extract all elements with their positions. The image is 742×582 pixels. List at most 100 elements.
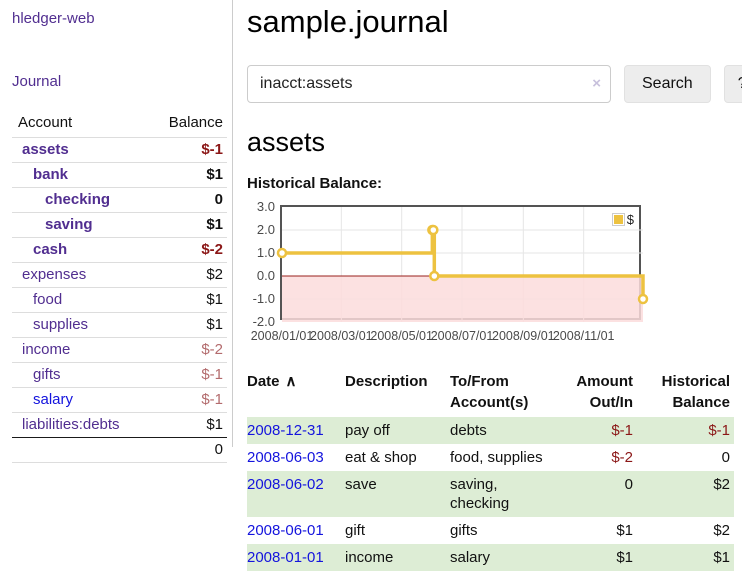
sidebar: hledger-web Journal Account Balance asse…: [0, 0, 233, 463]
register-header-row: Date ∧ Description To/From Account(s) Amount O…: [247, 369, 734, 417]
register-row: 2008-06-02 save saving, checking 0 $2: [247, 471, 734, 517]
transaction-description: income: [345, 549, 394, 566]
transaction-amount: $-1: [611, 422, 633, 439]
transaction-description: eat & shop: [345, 449, 417, 466]
search-box: ×: [247, 65, 611, 103]
help-button[interactable]: ?: [723, 65, 742, 103]
transaction-description: pay off: [345, 422, 390, 439]
accounts-rows: assets $-1 bank $1 checking 0 saving $1 cash $-2 e…: [12, 137, 227, 437]
transaction-date-link[interactable]: 2008-01-01: [247, 549, 324, 566]
account-row: supplies $1: [12, 312, 227, 337]
account-link[interactable]: bank: [33, 166, 69, 183]
account-row: assets $-1: [12, 137, 227, 162]
account-balance: $-2: [201, 241, 223, 258]
app-title-link[interactable]: hledger-web: [12, 10, 95, 27]
account-link[interactable]: checking: [45, 191, 111, 208]
search-input[interactable]: [247, 65, 611, 103]
account-link[interactable]: gifts: [33, 366, 61, 383]
transaction-date-link[interactable]: 2008-06-03: [247, 449, 324, 466]
transaction-balance: $2: [713, 522, 730, 539]
x-axis-tick-label: 2008/11/01: [552, 329, 615, 343]
register-column-header: Description: [345, 373, 428, 390]
account-row: saving $1: [12, 212, 227, 237]
y-axis-tick-label: 0.0: [256, 268, 275, 283]
account-balance: $-2: [201, 341, 223, 358]
transaction-amount: 0: [624, 476, 633, 493]
account-row: salary $-1: [12, 387, 227, 412]
clear-search-icon[interactable]: ×: [592, 75, 601, 92]
account-balance: $1: [206, 316, 223, 333]
y-axis-tick-label: 1.0: [256, 245, 275, 260]
account-balance: $-1: [201, 141, 223, 158]
account-balance: 0: [214, 191, 223, 208]
search-form: × Search ?: [247, 65, 742, 103]
account-balance: $1: [206, 416, 223, 433]
transaction-accounts: gifts: [450, 522, 478, 539]
chart-caption: Historical Balance:: [247, 175, 383, 192]
account-row: checking 0: [12, 187, 227, 212]
transaction-date-link[interactable]: 2008-06-01: [247, 522, 324, 539]
main-content: sample.journal × Search ? assets Histori…: [233, 0, 742, 571]
legend-swatch-icon: [611, 213, 625, 226]
transaction-balance: 0: [721, 449, 730, 466]
register-table: Date ∧ Description To/From Account(s) Amount O…: [247, 369, 734, 571]
transaction-accounts: salary: [450, 549, 491, 566]
x-axis-tick-label: 2008/01/01: [250, 329, 314, 343]
account-link[interactable]: saving: [45, 216, 93, 233]
register-row: 2008-01-01 income salary $1 $1: [247, 544, 734, 571]
account-heading: assets: [247, 127, 326, 157]
register-row: 2008-06-01 gift gifts $1 $2: [247, 517, 734, 544]
transaction-description: gift: [345, 522, 366, 539]
account-row: liabilities:debts $1: [12, 412, 227, 437]
account-link[interactable]: income: [22, 341, 71, 358]
transaction-amount: $1: [616, 549, 633, 566]
transaction-description: save: [345, 476, 377, 493]
transaction-date-link[interactable]: 2008-06-02: [247, 476, 324, 493]
register-column-header: Amount Out/In: [576, 373, 633, 411]
account-row: gifts $-1: [12, 362, 227, 387]
account-link[interactable]: food: [33, 291, 63, 308]
accounts-header-account: Account: [18, 114, 73, 131]
register-row: 2008-12-31 pay off debts $-1 $-1: [247, 417, 734, 444]
transaction-amount: $1: [616, 522, 633, 539]
transaction-amount: $-2: [611, 449, 633, 466]
transaction-accounts: food, supplies: [450, 449, 543, 466]
register-column-header: To/From Account(s): [450, 373, 529, 411]
y-axis-tick-label: 2.0: [256, 222, 275, 237]
transaction-balance: $-1: [708, 422, 730, 439]
account-balance: $2: [206, 266, 223, 283]
transaction-balance: $2: [713, 476, 730, 493]
account-link[interactable]: cash: [33, 241, 68, 258]
register-column-header[interactable]: Date ∧: [247, 373, 297, 390]
page-title: sample.journal: [247, 4, 449, 39]
y-axis-tick-label: -1.0: [252, 291, 275, 306]
chart-plot-area: $: [276, 205, 649, 322]
account-balance: $1: [206, 216, 223, 233]
account-link[interactable]: supplies: [33, 316, 89, 333]
account-link[interactable]: expenses: [22, 266, 87, 283]
account-row: food $1: [12, 287, 227, 312]
transaction-date-link[interactable]: 2008-12-31: [247, 422, 324, 439]
account-link[interactable]: assets: [22, 141, 69, 158]
account-balance: $-1: [201, 391, 223, 408]
account-link[interactable]: liabilities:debts: [22, 416, 120, 433]
account-balance: $1: [206, 166, 223, 183]
y-axis-tick-label: -2.0: [252, 314, 275, 329]
balance-chart: $ 3.0 2.0 1.0 0.0 -1.0 -2.0 2008/01/01 2008/03/…: [247, 199, 742, 347]
x-axis-tick-label: 2008/09/01: [492, 329, 555, 343]
accounts-tree: Account Balance assets $-1 bank $1 checking 0…: [12, 112, 227, 463]
transaction-accounts: saving, checking: [450, 476, 510, 512]
search-button[interactable]: Search: [624, 65, 711, 103]
register-column-header: Historical Balance: [661, 373, 730, 411]
account-row: bank $1: [12, 162, 227, 187]
legend-label: $: [626, 212, 634, 227]
sidebar-item-journal[interactable]: Journal: [12, 73, 62, 90]
y-axis-tick-label: 3.0: [256, 199, 275, 214]
accounts-total: 0: [12, 437, 227, 463]
chart-legend: $: [609, 211, 636, 228]
account-row: expenses $2: [12, 262, 227, 287]
account-link[interactable]: salary: [33, 391, 74, 408]
accounts-header-balance: Balance: [168, 114, 223, 131]
account-row: income $-2: [12, 337, 227, 362]
